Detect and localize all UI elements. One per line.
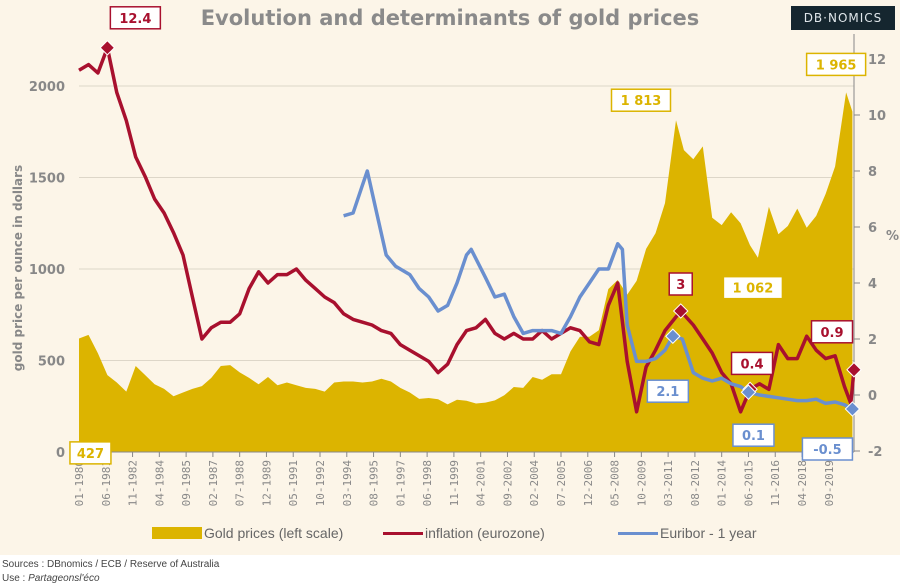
- y-tick-right: 10: [868, 109, 886, 124]
- y-tick-left: 1500: [29, 172, 65, 187]
- x-tick-label: 06-1998: [421, 460, 434, 506]
- legend-item-inflation: inflation (eurozone): [383, 525, 545, 541]
- x-tick-label: 05-2008: [609, 460, 622, 506]
- data-label-box: [109, 6, 162, 30]
- chart-title: Evolution and determinants of gold price…: [200, 6, 700, 30]
- data-label-box: [732, 423, 775, 447]
- x-tick-label: 11-1982: [127, 460, 140, 506]
- data-marker: [740, 384, 757, 400]
- legend-label-euribor: Euribor - 1 year: [660, 525, 757, 541]
- data-label: 1 062: [733, 282, 774, 297]
- legend-swatch-euribor: [618, 531, 658, 535]
- y-tick-right: 8: [868, 165, 877, 180]
- data-label-box: [610, 88, 672, 112]
- x-tick-label: 12-2006: [582, 460, 595, 506]
- x-tick-label: 07-1988: [234, 460, 247, 506]
- x-tick-label: 04-2001: [475, 460, 488, 506]
- x-tick-label: 01-2014: [716, 460, 729, 507]
- y-tick-right: 4: [868, 277, 877, 292]
- data-label: 2.1: [656, 385, 679, 400]
- x-tick-label: 09-2002: [501, 460, 514, 506]
- data-label-box: [810, 320, 854, 344]
- use-label: Use :: [2, 573, 29, 584]
- data-label-box: [69, 441, 112, 465]
- x-tick-label: 06-2015: [742, 460, 755, 506]
- x-tick-label: 07-2005: [555, 460, 568, 506]
- data-label-box: [722, 275, 784, 300]
- data-label-box: [668, 272, 693, 296]
- gold-area: [79, 92, 853, 453]
- legend-item-euribor: Euribor - 1 year: [618, 525, 756, 541]
- x-tick-label: 08-1995: [368, 460, 381, 506]
- x-tick-label: 04-2018: [796, 460, 809, 506]
- dbnomics-logo: DB·NOMICS: [791, 6, 895, 30]
- data-marker: [846, 362, 862, 378]
- y-tick-right: 0: [868, 389, 877, 404]
- data-marker: [665, 328, 681, 344]
- x-tick-label: 06-1981: [100, 460, 113, 506]
- data-label-box: [730, 351, 774, 376]
- euribor-line: [343, 169, 854, 411]
- x-tick-label: 05-1991: [287, 460, 300, 506]
- x-tick-label: 01-1997: [394, 460, 407, 506]
- y-tick-left: 500: [38, 355, 65, 370]
- data-marker: [844, 401, 861, 417]
- data-label-box: [801, 437, 854, 461]
- chart: 0 500 1000 1500 2000 -2 0 2 4 6 8 10 12% gold price p…: [11, 6, 899, 507]
- legend-swatch-gold: [152, 527, 202, 539]
- data-label-box: [805, 52, 867, 77]
- legend-label-gold: Gold prices (left scale): [204, 525, 344, 541]
- x-tick-label: 02-2004: [528, 460, 541, 507]
- x-tick-label: 09-2019: [823, 460, 836, 506]
- data-label: 0.4: [741, 357, 764, 372]
- y-tick-right: 12: [868, 53, 886, 68]
- x-tick-label: 01-1980: [73, 460, 86, 506]
- x-tick-label: 12-1989: [260, 460, 273, 506]
- data-label: 0.1: [742, 429, 765, 444]
- x-tick-label: 10-2009: [635, 460, 648, 506]
- x-tick-label: 02-1987: [207, 460, 220, 506]
- y-tick-right: -2: [868, 445, 882, 460]
- sources-note: Sources : DBnomics / ECB / Reserve of Au…: [2, 559, 220, 570]
- legend: Gold prices (left scale) inflation (euro…: [0, 525, 900, 545]
- y-tick-left: 0: [56, 446, 65, 461]
- y-tick-left: 2000: [29, 80, 65, 95]
- data-marker: [672, 303, 689, 319]
- inflation-line: [78, 46, 856, 414]
- y-label-left: gold price per ounce in dollars: [11, 165, 25, 371]
- data-label: 3: [676, 278, 685, 293]
- x-tick-label: 09-1985: [180, 460, 193, 506]
- y-tick-right: 6: [868, 221, 877, 236]
- use-value: Partageonsl'éco: [28, 573, 100, 584]
- x-tick-label: 03-2011: [662, 460, 675, 506]
- data-marker: [99, 40, 116, 56]
- data-label: 427: [77, 447, 104, 462]
- data-label-box: [646, 379, 690, 403]
- data-label: -0.5: [813, 443, 841, 458]
- x-tick-label: 11-1999: [448, 460, 461, 506]
- x-tick-label: 04-1984: [153, 460, 166, 507]
- data-label: 0.9: [820, 326, 843, 341]
- legend-item-gold: Gold prices (left scale): [152, 525, 343, 541]
- legend-label-inflation: inflation (eurozone): [425, 525, 545, 541]
- use-note: Use : Partageonsl'éco: [2, 573, 100, 584]
- data-label: 1 965: [816, 58, 857, 73]
- y-tick-left: 1000: [29, 263, 65, 278]
- x-tick-label: 03-1994: [341, 460, 354, 507]
- data-label: 1 813: [621, 94, 662, 109]
- legend-swatch-inflation: [383, 531, 423, 535]
- data-label: 12.4: [119, 12, 151, 27]
- x-tick-label: 08-2012: [689, 460, 702, 506]
- x-tick-label: 10-1992: [314, 460, 327, 506]
- y-label-right: %: [886, 229, 899, 244]
- x-tick-label: 11-2016: [769, 460, 782, 506]
- y-tick-right: 2: [868, 333, 877, 348]
